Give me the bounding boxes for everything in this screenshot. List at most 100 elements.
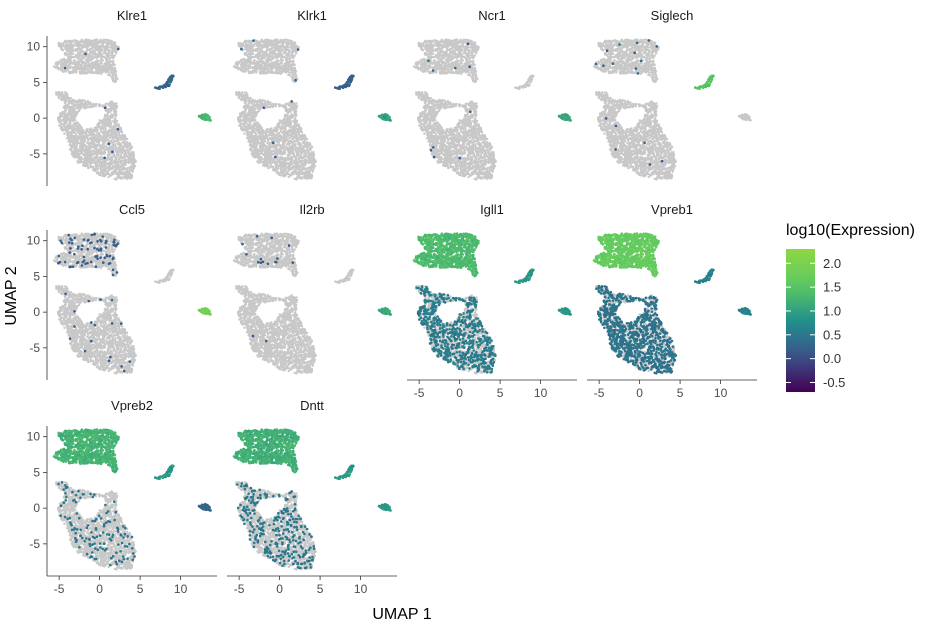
cell-point — [81, 132, 84, 135]
cell-point — [256, 57, 260, 60]
cell-point — [94, 66, 97, 70]
cell-point — [111, 166, 114, 170]
cell-point — [254, 66, 258, 69]
cell-point — [119, 177, 123, 180]
cell-point — [96, 129, 99, 132]
cell-point — [257, 43, 260, 46]
cell-point — [245, 49, 249, 52]
expressing-cell-point — [116, 128, 120, 131]
cell-point — [290, 40, 293, 43]
cell-point — [242, 41, 246, 44]
cell-point — [91, 105, 95, 109]
cell-point — [97, 135, 100, 138]
cell-point — [70, 138, 73, 141]
cell-point — [65, 129, 69, 132]
cell-point — [82, 153, 86, 157]
cell-point — [67, 43, 70, 47]
cell-point — [90, 130, 93, 133]
cell-point — [86, 135, 89, 138]
cell-point — [76, 104, 79, 107]
cell-point — [123, 175, 126, 178]
cell-point — [246, 58, 249, 61]
cell-point — [62, 41, 66, 44]
cell-point — [273, 46, 276, 50]
cell-point — [115, 44, 118, 47]
cell-point — [78, 144, 82, 148]
cell-point — [95, 126, 98, 129]
cell-point — [82, 71, 85, 75]
cell-point — [93, 158, 96, 161]
cell-point — [110, 40, 114, 43]
cell-point — [92, 102, 95, 106]
cell-point — [94, 63, 97, 67]
cell-point — [83, 64, 86, 68]
cell-point — [120, 128, 123, 131]
cell-point — [283, 55, 286, 59]
cell-point — [271, 67, 274, 71]
cell-point — [80, 57, 83, 61]
cell-point — [77, 43, 80, 46]
cell-point — [64, 70, 68, 73]
cell-point — [70, 55, 74, 58]
cell-point — [104, 68, 108, 72]
cell-point — [83, 40, 86, 44]
cell-point — [104, 115, 107, 118]
cell-point — [283, 62, 286, 65]
cell-point — [287, 175, 290, 179]
cell-point — [279, 55, 282, 58]
cell-point — [288, 49, 291, 52]
cell-point — [123, 166, 126, 170]
cell-point — [104, 48, 108, 51]
cell-point — [288, 54, 291, 58]
cell-point — [289, 71, 293, 74]
cell-point — [97, 165, 101, 168]
cell-point — [293, 54, 296, 57]
cell-point — [97, 63, 101, 66]
cell-point — [106, 122, 109, 125]
cell-point — [131, 169, 134, 172]
cell-point — [290, 52, 294, 55]
cell-point — [102, 38, 105, 41]
cell-point — [243, 132, 246, 135]
cell-point — [109, 101, 112, 104]
cell-point — [100, 156, 103, 159]
expressing-cell-point — [172, 74, 175, 78]
cell-point — [121, 133, 124, 137]
cell-point — [76, 129, 79, 133]
cell-point — [83, 68, 87, 72]
cell-point — [119, 165, 122, 169]
cell-point — [104, 162, 108, 165]
cell-point — [65, 53, 69, 57]
cell-point — [94, 162, 98, 166]
cell-point — [116, 161, 119, 165]
cell-point — [71, 105, 75, 108]
cell-point — [114, 165, 118, 168]
cell-point — [95, 102, 98, 106]
cell-point — [127, 152, 130, 156]
cell-point — [72, 55, 76, 59]
cell-point — [114, 126, 117, 130]
cell-point — [71, 129, 74, 132]
cell-point — [102, 117, 106, 121]
cell-point — [88, 134, 91, 137]
cell-point — [126, 170, 129, 174]
cell-point — [82, 130, 85, 133]
cell-point — [276, 71, 280, 74]
cell-point — [107, 71, 110, 74]
expressing-cell-point — [103, 156, 106, 160]
cell-point — [252, 44, 256, 47]
panel-points — [232, 38, 392, 181]
cell-point — [85, 49, 89, 52]
cell-point — [255, 71, 258, 74]
cell-point — [270, 39, 274, 43]
cell-point — [284, 48, 288, 51]
cell-point — [109, 155, 113, 159]
cell-point — [65, 118, 69, 122]
panel-title: Klre1 — [117, 8, 147, 23]
cell-point — [128, 171, 131, 175]
cell-point — [249, 40, 253, 43]
cell-point — [238, 44, 241, 47]
cell-point — [86, 45, 89, 48]
cell-point — [103, 169, 106, 173]
cell-point — [101, 67, 105, 71]
